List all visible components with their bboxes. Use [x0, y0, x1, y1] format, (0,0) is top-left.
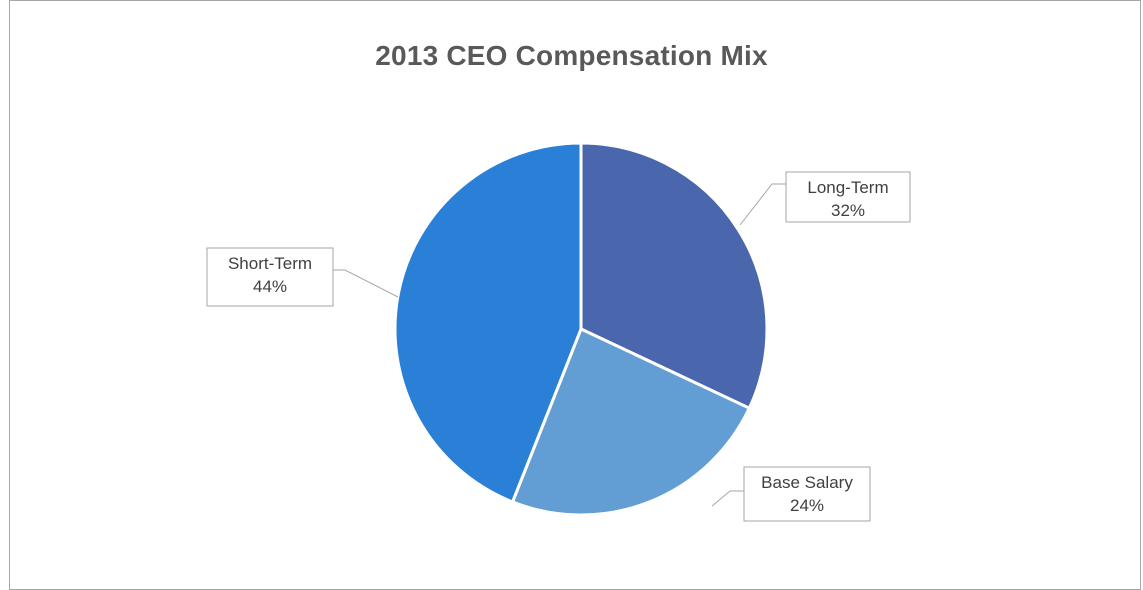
data-label-category: Long-Term: [807, 178, 888, 197]
leader-line-short-term: [333, 269, 399, 298]
data-label-long-term: Long-Term 32%: [785, 171, 911, 223]
pie-slice-long-term: [579, 141, 769, 410]
leader-lines: [333, 183, 786, 507]
pie-chart: Long-Term 32% Base Salary 24% Short-Term 44%: [206, 141, 911, 522]
pie-slice-base-salary: [511, 327, 751, 517]
data-label-value: 24%: [790, 496, 824, 515]
data-label-short-term: Short-Term 44%: [206, 247, 334, 307]
pie-slices: [393, 141, 769, 517]
data-labels: Long-Term 32% Base Salary 24% Short-Term 44%: [206, 171, 911, 522]
data-label-category: Base Salary: [761, 473, 853, 492]
data-label-box: [206, 247, 334, 307]
pie-slice-short-term: [393, 141, 583, 504]
chart-title: 2013 CEO Compensation Mix: [375, 40, 768, 71]
data-label-box: [743, 466, 871, 522]
data-label-value: 32%: [831, 201, 865, 220]
data-label-base-salary: Base Salary 24%: [743, 466, 871, 522]
data-label-box: [785, 171, 911, 223]
data-label-value: 44%: [253, 277, 287, 296]
data-label-category: Short-Term: [228, 254, 312, 273]
leader-line-base-salary: [711, 490, 744, 507]
leader-line-long-term: [739, 183, 786, 226]
